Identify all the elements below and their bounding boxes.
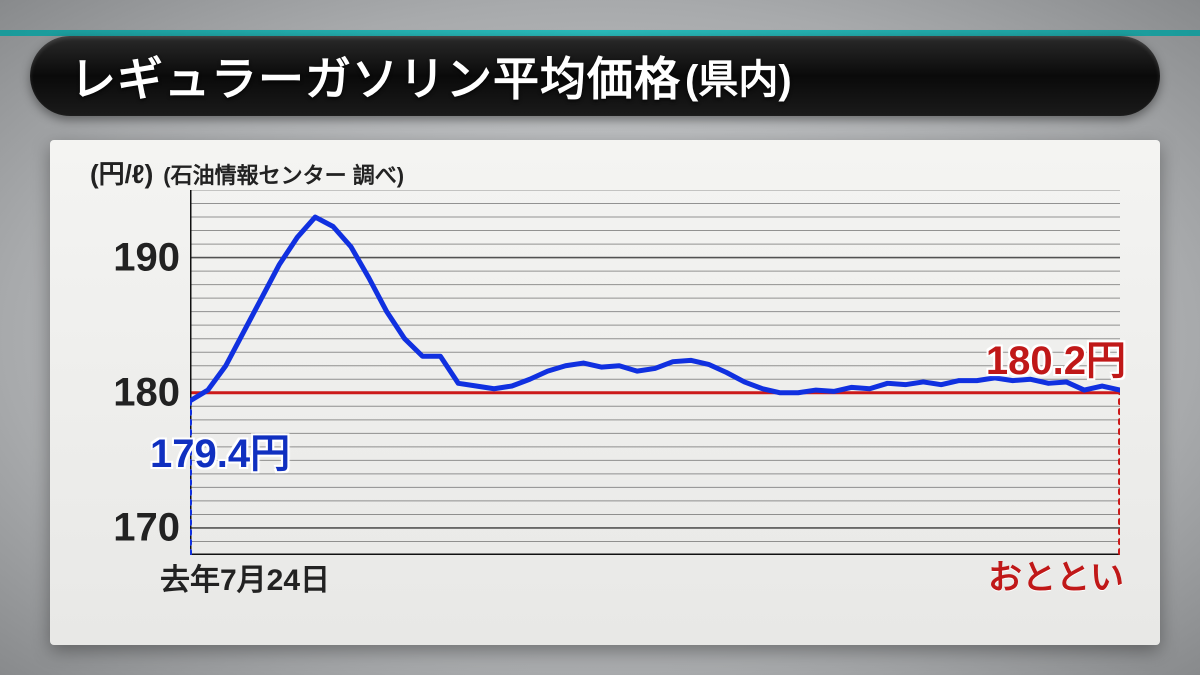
ytick-170: 170 <box>80 505 180 550</box>
title-suffix: (県内) <box>685 47 792 105</box>
data-source: (石油情報センター 調べ) <box>163 158 404 190</box>
y-axis-unit: (円/ℓ) <box>90 154 153 191</box>
x-end-label: おととい <box>988 550 1124 599</box>
start-value-callout: 179.4円 <box>150 421 290 479</box>
end-value-callout: 180.2円 <box>986 328 1126 386</box>
chart-svg <box>190 190 1120 555</box>
plot-area <box>190 190 1120 555</box>
x-start-label: 去年7月24日 <box>160 555 330 599</box>
chart-panel: (円/ℓ) (石油情報センター 調べ) 190 180 170 179.4円 1… <box>50 140 1160 645</box>
chart-header: (円/ℓ) (石油情報センター 調べ) <box>90 154 1130 191</box>
title-bar: レギュラーガソリン平均価格 (県内) <box>0 30 1200 120</box>
ytick-190: 190 <box>80 235 180 280</box>
title-pill: レギュラーガソリン平均価格 (県内) <box>30 36 1160 116</box>
ytick-180: 180 <box>80 370 180 415</box>
title-main: レギュラーガソリン平均価格 <box>70 43 681 109</box>
